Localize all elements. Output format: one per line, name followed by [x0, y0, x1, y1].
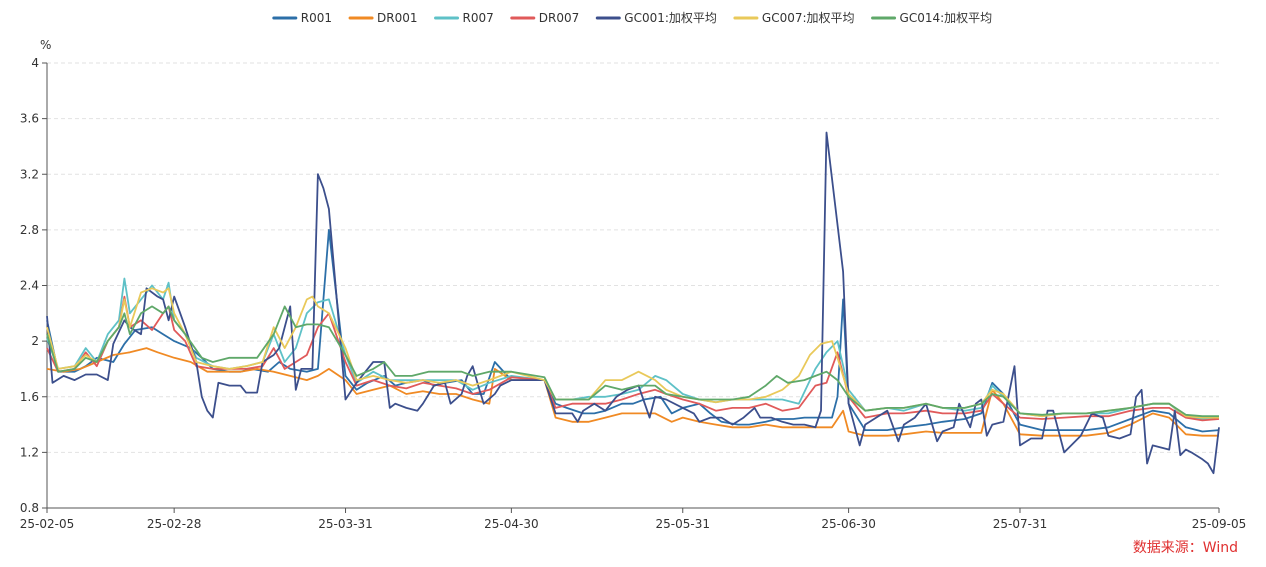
y-tick-label: 2 — [31, 334, 39, 348]
data-source-note: 数据来源：Wind — [1132, 540, 1238, 556]
y-tick-label: 2.4 — [20, 279, 39, 293]
series-line-4 — [46, 295, 1220, 422]
chart-legend: R001 DR001 R007 DR007 GC001:加权平均 GC007:加权平均 GC… — [272, 11, 993, 25]
legend-item-7: GC014:加权平均 — [871, 11, 993, 25]
y-tick-label: 3.2 — [20, 167, 39, 181]
y-tick-label: 3.6 — [20, 112, 39, 126]
x-tick-label: 25-03-31 — [318, 517, 372, 531]
y-tick-label: 4 — [31, 56, 39, 70]
series-line-1 — [46, 228, 1220, 433]
y-tick-label: 0.8 — [20, 501, 39, 515]
y-tick-label: 2.8 — [20, 223, 39, 237]
chart-axes: % 0.8 1.2 1.6 2 2.4 2.8 3.2 3.6 4 25-02-05 25-02-28… — [20, 38, 1246, 531]
legend-item-6: GC007:加权平均 — [733, 11, 855, 25]
x-tick-label: 25-06-30 — [821, 517, 875, 531]
series-line-3 — [46, 277, 1220, 420]
y-tick-label: 1.6 — [20, 390, 39, 404]
legend-label: R001 — [301, 11, 332, 25]
series-line-7 — [46, 305, 1219, 418]
grid-lines — [47, 62, 1219, 453]
legend-item-2: DR001 — [348, 11, 418, 25]
legend-label: DR001 — [377, 11, 417, 25]
x-tick-label: 25-04-30 — [484, 517, 538, 531]
legend-item-5: GC001:加权平均 — [595, 11, 717, 25]
legend-label: R007 — [463, 11, 494, 25]
legend-item-1: R001 — [272, 11, 332, 25]
legend-label: GC001:加权平均 — [624, 11, 717, 25]
legend-label: DR007 — [539, 11, 579, 25]
x-tick-label: 25-05-31 — [656, 517, 710, 531]
y-tick-label: 1.2 — [20, 445, 39, 459]
series-line-2 — [46, 347, 1219, 437]
x-tick-label: 25-09-05 — [1192, 517, 1246, 531]
series-line-5 — [46, 131, 1220, 475]
x-tick-label: 25-02-28 — [147, 517, 201, 531]
series-lines — [46, 131, 1220, 475]
x-tick-label: 25-07-31 — [993, 517, 1047, 531]
y-axis-unit-label: % — [40, 38, 51, 52]
legend-label: GC014:加权平均 — [900, 11, 993, 25]
legend-item-4: DR007 — [510, 11, 579, 25]
series-line-6 — [46, 287, 1219, 419]
x-tick-label: 25-02-05 — [20, 517, 74, 531]
legend-label: GC007:加权平均 — [762, 11, 855, 25]
legend-item-3: R007 — [434, 11, 494, 25]
